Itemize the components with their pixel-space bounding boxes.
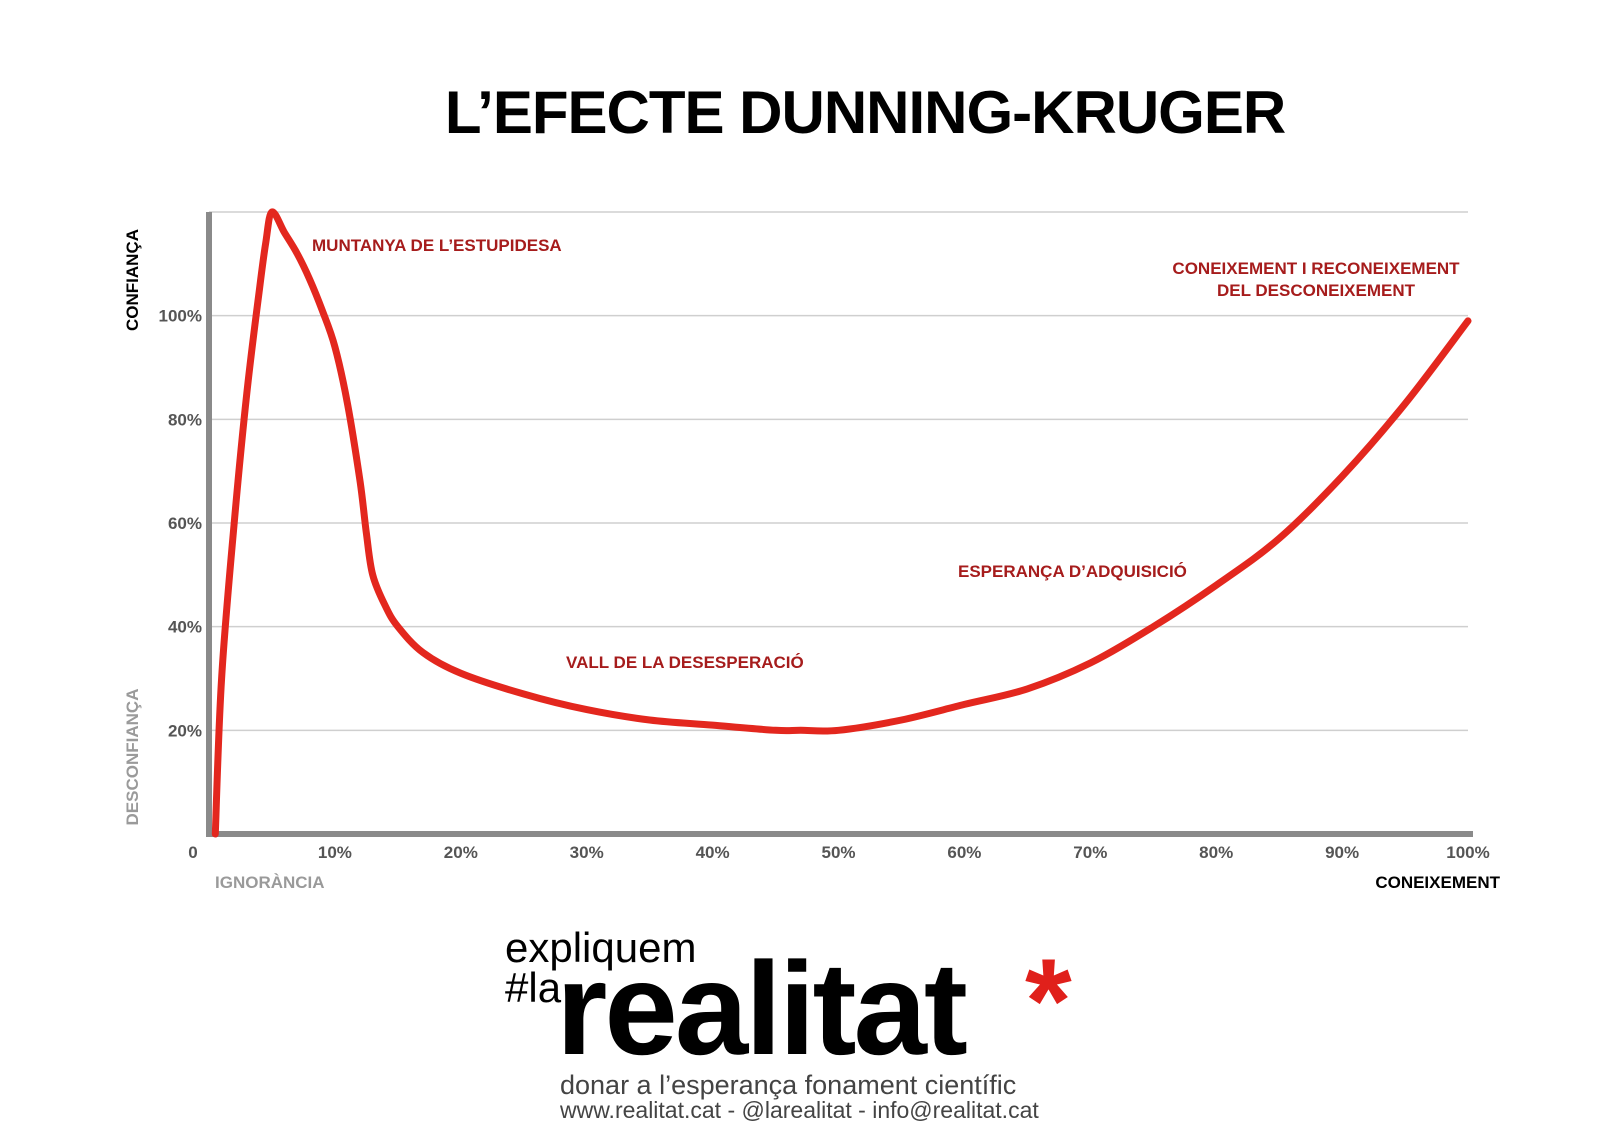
- annotation-plateau-line-2: DEL DESCONEIXEMENT: [1217, 281, 1416, 300]
- y-tick-label: 40%: [168, 618, 202, 637]
- logo-contact: www.realitat.cat - @larealitat - info@re…: [559, 1097, 1039, 1123]
- logo-tagline: donar a l’esperança fonament científic: [560, 1070, 1016, 1100]
- x-tick-label: 100%: [1446, 843, 1489, 862]
- dunning-kruger-curve: [211, 208, 1472, 838]
- y-tick-label: 60%: [168, 514, 202, 533]
- x-tick-label: 40%: [696, 843, 730, 862]
- y-axis-label: CONFIANÇA: [123, 229, 142, 331]
- logo-prefix: #la: [505, 964, 562, 1011]
- x-tick-label: 0: [188, 843, 197, 862]
- x-tick-label: 90%: [1325, 843, 1359, 862]
- annotation-slope-enlightenment: ESPERANÇA D’ADQUISICIÓ: [958, 562, 1187, 581]
- x-axis-low-label: IGNORÀNCIA: [215, 873, 325, 892]
- logo-line1: expliquem: [505, 924, 696, 971]
- y-tick-label: 20%: [168, 721, 202, 740]
- annotation-valley-despair: VALL DE LA DESESPERACIÓ: [566, 653, 804, 672]
- logo-asterisk: *: [1025, 934, 1072, 1068]
- x-tick-label: 30%: [570, 843, 604, 862]
- realitat-logo: expliquem #la realitat * donar a l’esper…: [505, 924, 1072, 1123]
- y-tick-label: 100%: [159, 307, 202, 326]
- x-axis-label: CONEIXEMENT: [1375, 873, 1500, 892]
- x-tick-label: 50%: [821, 843, 855, 862]
- annotation-mount-stupidity: MUNTANYA DE L’ESTUPIDESA: [312, 236, 562, 255]
- y-tick-label: 80%: [168, 410, 202, 429]
- annotation-plateau-line-1: CONEIXEMENT I RECONEIXEMENT: [1172, 259, 1460, 278]
- x-tick-label: 20%: [444, 843, 478, 862]
- x-tick-label: 70%: [1073, 843, 1107, 862]
- x-tick-labels: 0 10% 20% 30% 40% 50% 60% 70% 80% 90% 100%: [188, 843, 1489, 862]
- gridlines: [209, 211, 1468, 732]
- y-axis-low-label: DESCONFIANÇA: [123, 689, 142, 826]
- x-tick-label: 60%: [947, 843, 981, 862]
- x-tick-label: 10%: [318, 843, 352, 862]
- y-tick-labels: 20% 40% 60% 80% 100%: [159, 307, 202, 741]
- logo-main: realitat: [556, 935, 967, 1082]
- chart-title: L’EFECTE DUNNING-KRUGER: [445, 79, 1286, 146]
- x-tick-label: 80%: [1199, 843, 1233, 862]
